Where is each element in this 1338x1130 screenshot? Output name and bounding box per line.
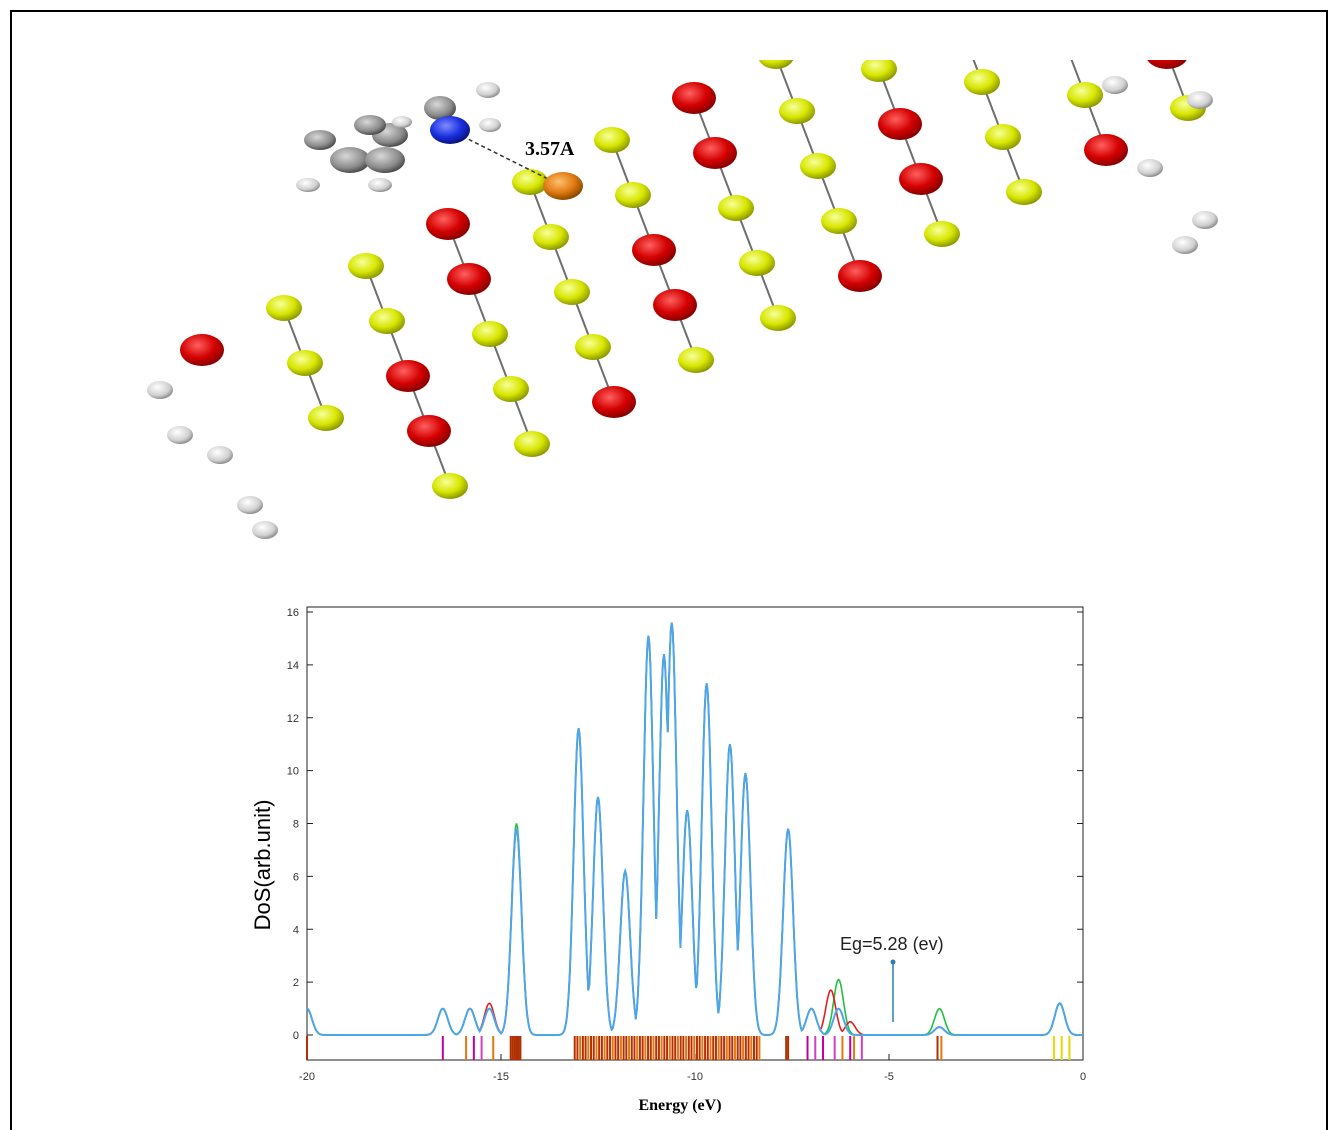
yellow-atom [739,250,775,276]
yellow-atom [1067,82,1103,108]
methylamine-molecule: 3.57A [296,82,583,200]
yellow-atom [821,208,857,234]
yellow-atom [615,182,651,208]
yellow-atom [287,350,323,376]
yellow-atom [493,376,529,402]
hydrogen-atom [1187,91,1213,109]
carbon-atom [330,147,370,173]
adsorbed-atom [543,172,583,200]
yellow-atom [924,221,960,247]
yellow-atom [779,98,815,124]
red-atom [592,386,636,418]
hydrogen-atom [368,178,392,192]
yellow-atom [575,334,611,360]
hydrogen-atom [1192,211,1218,229]
hydrogen-atom [237,496,263,514]
hydrogen-atom [207,446,233,464]
y-tick-label: 2 [293,977,299,989]
plot-area [306,606,1084,1061]
yellow-atom [861,60,897,82]
red-atom [447,263,491,295]
hydrogen-atom [392,116,412,128]
yellow-atom [432,473,468,499]
yellow-atom [308,405,344,431]
yellow-atom [512,169,548,195]
red-atom [386,360,430,392]
yellow-atom [266,295,302,321]
red-atom [180,334,224,366]
y-tick-label: 16 [287,607,299,619]
x-tick-label: -20 [299,1071,315,1083]
yellow-atom [678,347,714,373]
yellow-atom [514,431,550,457]
yellow-atom [985,124,1021,150]
hydrogen-atom [167,426,193,444]
red-atom [1084,134,1128,166]
y-axis: 0 2 4 6 8 10 12 14 16 [287,607,1083,1042]
yellow-atom [964,69,1000,95]
red-atom [899,163,943,195]
hydrogen-atom [1102,76,1128,94]
x-tick-label: -5 [884,1071,894,1083]
yellow-atom [533,224,569,250]
yellow-atom [1006,179,1042,205]
y-tick-label: 12 [287,713,299,725]
x-tick-label: -15 [493,1071,509,1083]
hydrogen-atom [1172,236,1198,254]
yellow-atom [758,60,794,69]
distance-label: 3.57A [525,138,575,160]
x-axis: -20 -15 -10 -5 0 [299,1054,1086,1083]
hydrogen-atom [147,381,173,399]
band-gap-annotation: Eg=5.28 (ev) [840,934,944,954]
hydrogen-atom [296,178,320,192]
red-atom [632,234,676,266]
red-atom [693,137,737,169]
hydrogen-atom [1137,159,1163,177]
yellow-atom [594,127,630,153]
hydrogen-atom [252,521,278,539]
nitrogen-atom [430,116,470,144]
yellow-atom [554,279,590,305]
red-atom [1147,60,1187,69]
yellow-atom [369,308,405,334]
atom-layer [147,60,1218,539]
y-tick-label: 4 [293,924,299,936]
x-axis-label: Energy (eV) [638,1097,721,1114]
x-tick-label: -10 [687,1071,703,1083]
hydrogen-atom [479,118,501,132]
y-tick-label: 10 [287,766,299,778]
dos-curves [306,622,1083,1036]
red-atom [878,108,922,140]
red-atom [672,82,716,114]
figure-frame [10,10,1328,1130]
red-atom [407,415,451,447]
carbon-atom [424,96,456,120]
y-tick-label: 0 [293,1030,299,1042]
y-tick-label: 6 [293,871,299,883]
carbon-atom [354,115,386,135]
dos-chart: 0 2 4 6 8 10 12 14 16 -20 -15 -10 -5 0 Energy (eV) D… [250,606,1086,1114]
y-tick-label: 8 [293,819,299,831]
yellow-atom [718,195,754,221]
band-gap-marker-dot [890,959,896,965]
red-atom [426,208,470,240]
yellow-atom [760,305,796,331]
molecular-structure: 3.57A [147,60,1218,539]
level-sticks [306,1036,1071,1060]
x-tick-label: 0 [1080,1071,1086,1083]
y-axis-label: DoS(arb.unit) [250,800,275,931]
yellow-atom [472,321,508,347]
yellow-atom [348,253,384,279]
red-atom [838,260,882,292]
carbon-atom [304,130,336,150]
red-atom [653,289,697,321]
y-tick-label: 14 [287,660,299,672]
hydrogen-atom [476,82,500,98]
yellow-atom [800,153,836,179]
dos-series-line [306,622,1083,1036]
carbon-atom [365,147,405,173]
